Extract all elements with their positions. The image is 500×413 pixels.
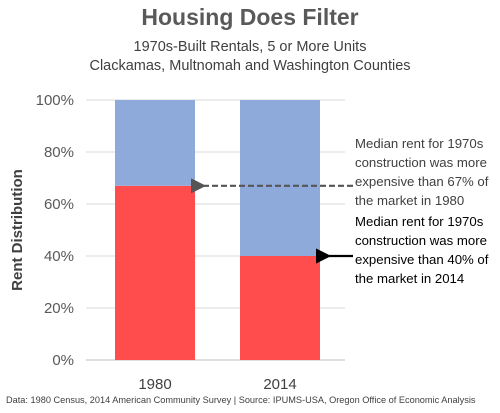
- annotation-text-line: Median rent for 1970s: [355, 136, 484, 151]
- source-note: Data: 1980 Census, 2014 American Communi…: [6, 395, 476, 405]
- y-tick-label: 100%: [36, 92, 74, 109]
- chart-title: Housing Does Filter: [141, 4, 359, 30]
- y-tick-label: 20%: [44, 300, 74, 317]
- y-tick-label: 0%: [52, 352, 74, 369]
- y-tick-label: 80%: [44, 144, 74, 161]
- bar-segment-1980-series-2: [115, 100, 195, 186]
- x-tick-label: 1980: [138, 376, 171, 393]
- annotation-text-line: Median rent for 1970s: [355, 214, 484, 229]
- bar-segment-2014-series-1: [240, 256, 320, 360]
- x-tick-label: 2014: [263, 376, 296, 393]
- y-axis-label: Rent Distribution: [9, 169, 26, 291]
- y-tick-label: 60%: [44, 196, 74, 213]
- y-tick-label: 40%: [44, 248, 74, 265]
- annotation-text-line: the market in 2014: [355, 271, 464, 286]
- annotation-text-line: expensive than 40% of: [355, 252, 489, 267]
- annotation-text-line: expensive than 67% of: [355, 174, 489, 189]
- chart-subtitle-line-2: Clackamas, Multnomah and Washington Coun…: [89, 58, 411, 74]
- chart-subtitle-line-1: 1970s-Built Rentals, 5 or More Units: [133, 39, 367, 55]
- bar-segment-2014-series-2: [240, 100, 320, 256]
- annotation-text-line: the market in 1980: [355, 193, 464, 208]
- bar-segment-1980-series-1: [115, 185, 195, 360]
- annotation-text-line: construction was more: [355, 155, 487, 170]
- annotation-text-line: construction was more: [355, 233, 487, 248]
